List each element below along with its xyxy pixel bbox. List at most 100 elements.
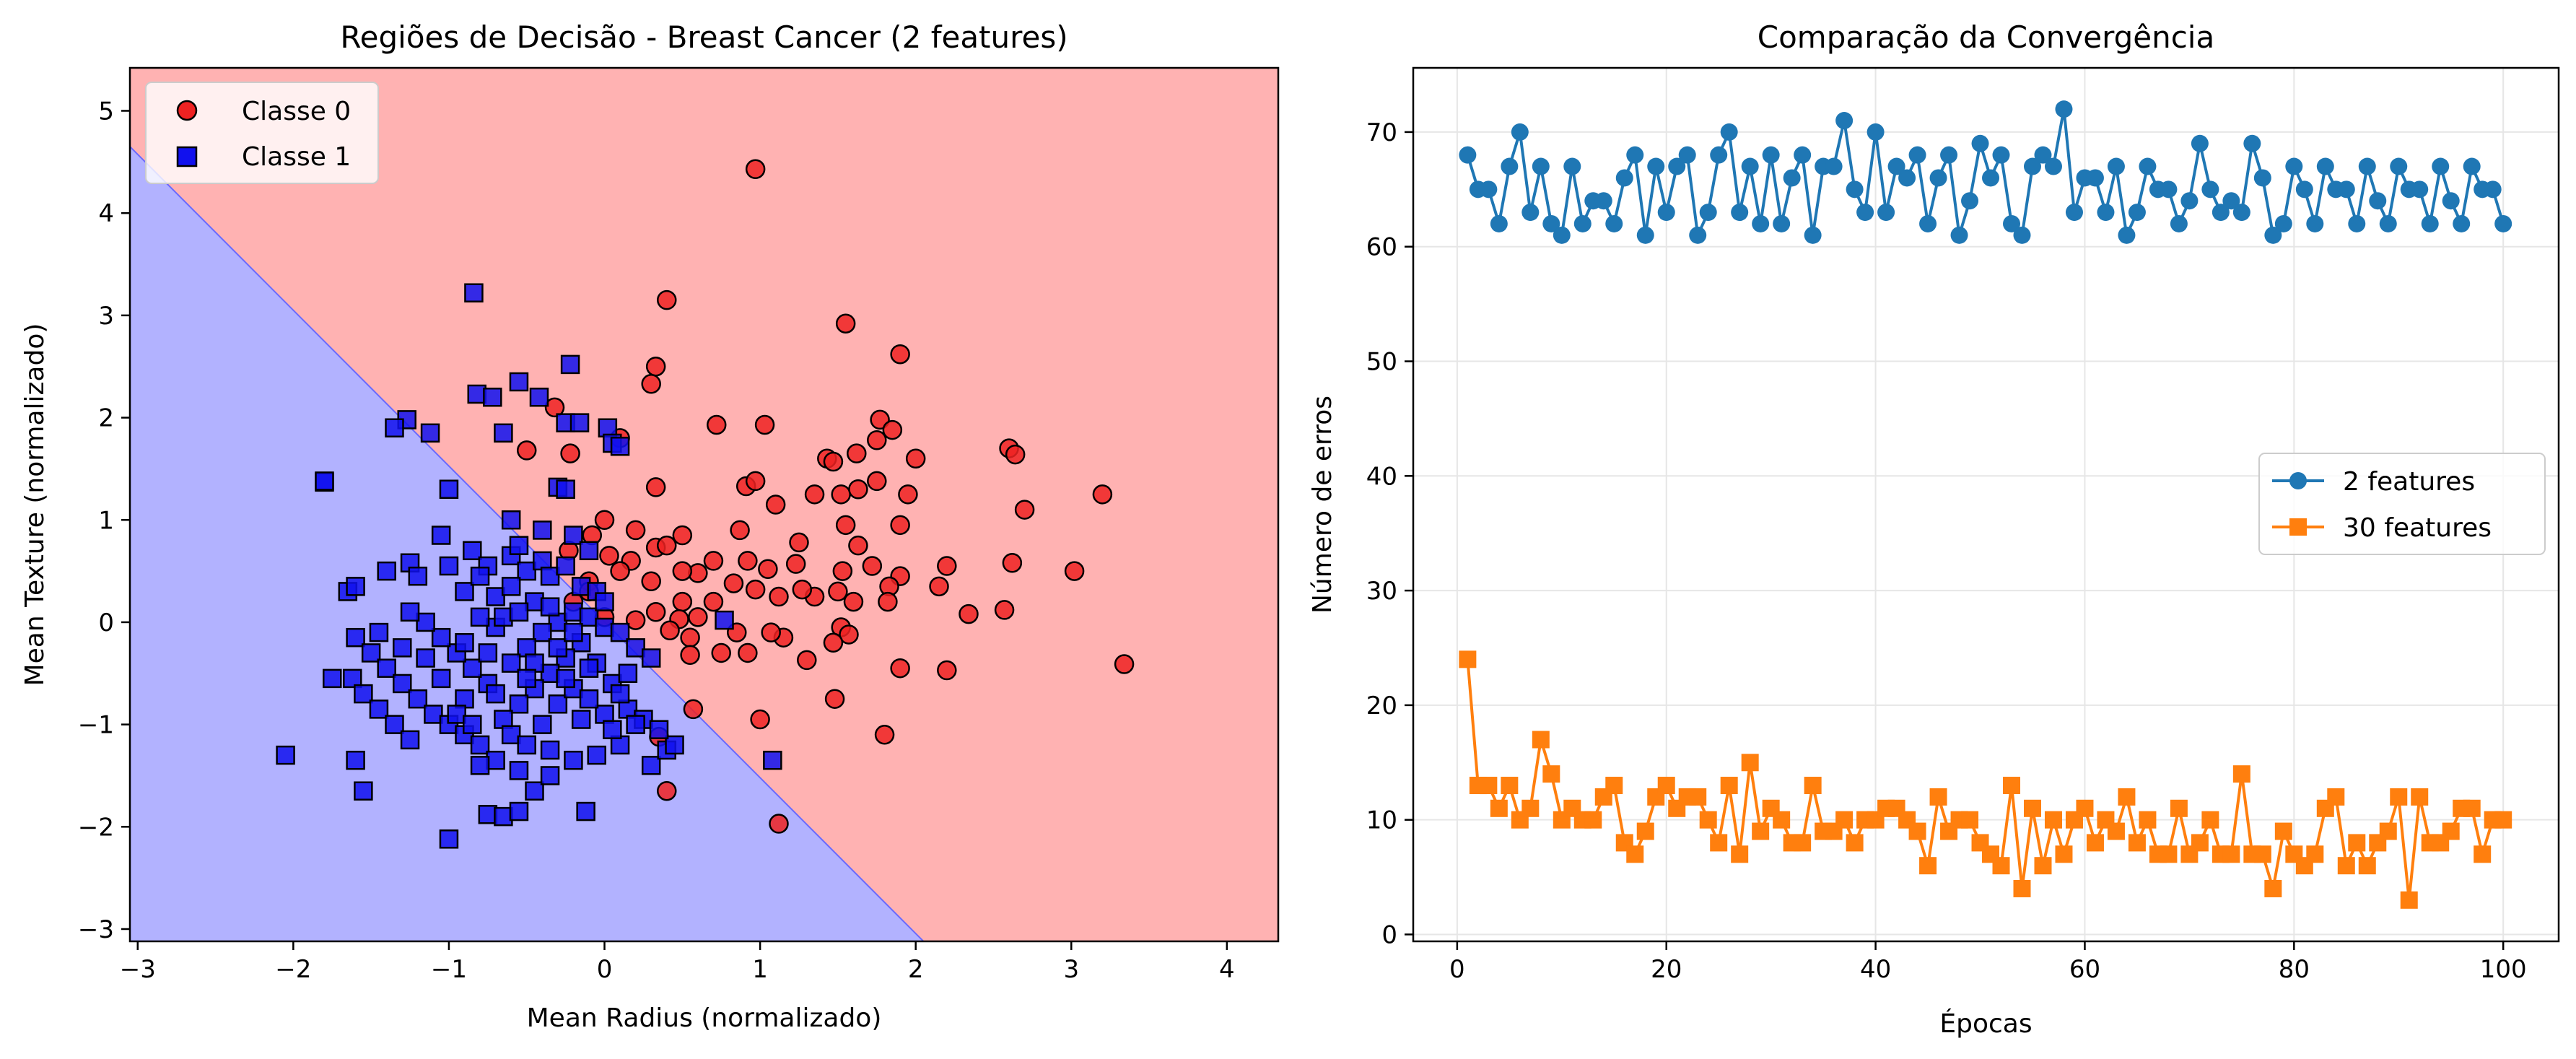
point-classe-1 [556,556,575,576]
point-classe-1 [346,750,365,770]
point-2-features [2044,157,2062,175]
point-classe-1 [556,668,575,689]
point-classe-1 [533,551,552,571]
point-classe-0 [882,419,903,440]
point-classe-1 [579,689,599,709]
point-30-features [2055,845,2073,863]
point-classe-0 [1064,561,1085,581]
point-30-features [2034,857,2052,875]
point-classe-0 [792,579,813,600]
point-classe-0 [625,520,646,541]
point-classe-1 [483,387,502,407]
y-tick-label: 30 [1366,577,1397,606]
point-classe-1 [361,643,381,663]
point-classe-1 [463,658,482,678]
point-classe-0 [645,477,666,497]
point-classe-0 [645,356,666,377]
y-tick-label: 2 [98,404,114,433]
point-classe-1 [455,582,474,601]
point-2-features [1940,146,1958,164]
legend-marker-2-features [2289,472,2307,489]
point-2-features [1573,214,1592,232]
point-2-features [1720,123,1738,141]
point-2-features [2139,157,2157,175]
point-30-features [2128,834,2146,852]
point-classe-1 [533,715,552,734]
right-legend-box [2258,453,2546,555]
series-classe-0 [516,159,1135,834]
point-classe-0 [994,600,1015,620]
point-2-features [2128,204,2146,222]
point-classe-1 [603,720,622,739]
point-2-features [1501,157,1519,175]
x-tick-label: −3 [120,955,156,984]
point-30-features [1636,822,1654,840]
point-classe-0 [645,602,666,622]
point-2-features [2023,157,2041,175]
point-2-features [1511,123,1529,141]
point-classe-1 [494,607,513,627]
point-classe-1 [641,756,661,775]
point-30-features [1720,777,1738,795]
x-tick-label: 4 [1219,955,1235,984]
point-classe-1 [470,566,490,586]
point-classe-1 [494,710,513,729]
point-classe-1 [439,829,459,849]
y-tick-label: −1 [78,711,114,740]
right-legend: 2 features 30 features [2258,453,2546,555]
point-classe-1 [354,684,373,704]
point-classe-0 [878,591,898,612]
point-30-features [2232,765,2250,783]
point-classe-1 [369,622,389,642]
point-30-features [1741,754,1759,772]
point-classe-0 [660,620,680,641]
point-30-features [1542,765,1560,783]
point-classe-0 [1114,654,1135,674]
point-classe-0 [641,374,661,394]
point-2-features [1678,146,1696,164]
x-tick-label: 60 [2069,955,2100,984]
point-classe-0 [703,591,724,612]
point-classe-1 [618,663,638,684]
point-classe-1 [439,556,459,576]
point-classe-1 [509,761,529,780]
point-classe-0 [848,535,868,556]
point-classe-1 [595,705,614,724]
point-30-features [2139,811,2157,829]
point-classe-1 [571,577,591,596]
point-30-features [1689,788,1707,806]
point-classe-0 [831,484,851,505]
point-2-features [1532,157,1550,175]
point-classe-1 [323,668,342,689]
point-classe-1 [431,526,451,545]
point-classe-0 [599,546,619,566]
point-classe-1 [715,610,734,630]
point-2-features [2369,192,2387,210]
point-classe-1 [540,566,560,586]
point-classe-1 [548,638,568,658]
point-30-features [2160,845,2178,863]
point-classe-0 [789,532,809,553]
point-2-features [2264,226,2282,244]
y-tick-label: 5 [98,97,114,126]
point-classe-1 [533,622,552,642]
point-classe-1 [649,720,669,739]
x-tick-label: 0 [597,955,613,984]
point-classe-1 [470,756,490,775]
point-2-features [2232,204,2250,222]
point-classe-1 [665,735,684,755]
point-30-features [1584,811,1602,829]
point-classe-1 [564,602,583,622]
point-30-features [2003,777,2021,795]
point-classe-0 [937,556,957,576]
point-classe-1 [346,627,365,648]
point-30-features [1773,811,1791,829]
y-tick-label: 70 [1366,118,1397,147]
point-2-features [1490,214,1508,232]
point-2-features [1866,123,1885,141]
point-30-features [1919,857,1937,875]
point-classe-1 [509,801,529,822]
point-classe-0 [680,627,700,648]
point-classe-1 [579,541,599,561]
line-2-features [1466,108,2505,237]
